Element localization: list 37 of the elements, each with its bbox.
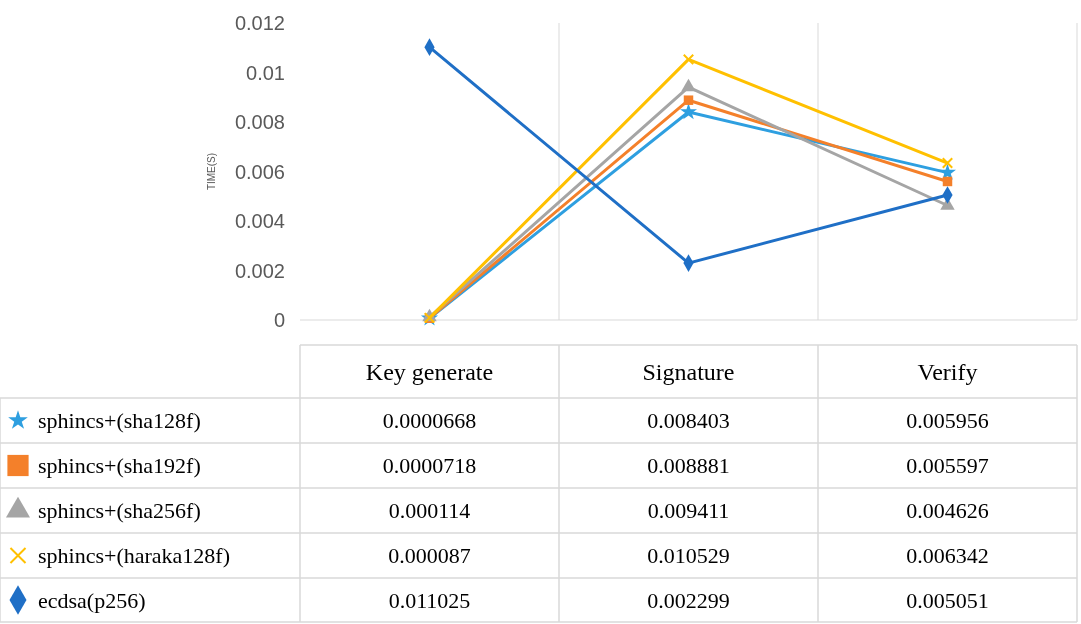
y-tick-label: 0.01 bbox=[246, 61, 285, 84]
point bbox=[942, 176, 953, 187]
data-label: 0.006342 bbox=[906, 543, 989, 569]
legend-label: sphincs+(haraka128f) bbox=[38, 543, 231, 569]
data-label: 0.005051 bbox=[906, 587, 989, 613]
data-label: 0.0000718 bbox=[382, 453, 477, 479]
data-label: 0.011025 bbox=[388, 587, 471, 613]
y-tick-label: 0.002 bbox=[234, 259, 285, 282]
point bbox=[941, 157, 954, 169]
data-label: 0.000114 bbox=[388, 498, 471, 524]
data-label: 0.0000668 bbox=[382, 408, 477, 434]
data-label: 0.008881 bbox=[647, 453, 730, 479]
y-tick-label: 0.004 bbox=[234, 210, 285, 232]
data-label: 0.008403 bbox=[647, 408, 730, 434]
legend-label: sphincs+(sha256f) bbox=[38, 498, 201, 524]
data-label: 0.000087 bbox=[388, 543, 471, 569]
x-tick-label: Key generate bbox=[365, 358, 494, 385]
y-axis-title: TIME(S) bbox=[206, 152, 217, 191]
x-tick-label: Signature bbox=[642, 358, 735, 385]
data-label: 0.009411 bbox=[647, 498, 730, 524]
data-label: 0.004626 bbox=[906, 498, 989, 524]
point bbox=[679, 103, 698, 120]
legend-label: sphincs+(sha192f) bbox=[38, 453, 201, 479]
legend-label: ecdsa(p256) bbox=[38, 587, 146, 613]
x-tick-label: Verify bbox=[917, 358, 978, 385]
y-tick-label: 0.012 bbox=[234, 12, 285, 34]
y-tick-label: 0.008 bbox=[234, 111, 285, 133]
legend-label: sphincs+(sha128f) bbox=[38, 408, 201, 434]
data-label: 0.005956 bbox=[906, 408, 989, 434]
data-label: 0.002299 bbox=[647, 587, 730, 613]
y-tick-label: 0 bbox=[273, 309, 285, 331]
point bbox=[682, 53, 695, 66]
y-tick-label: 0.006 bbox=[234, 160, 285, 183]
point bbox=[681, 78, 696, 92]
data-label: 0.010529 bbox=[647, 543, 730, 569]
point bbox=[683, 95, 694, 105]
data-label: 0.005597 bbox=[906, 453, 989, 479]
